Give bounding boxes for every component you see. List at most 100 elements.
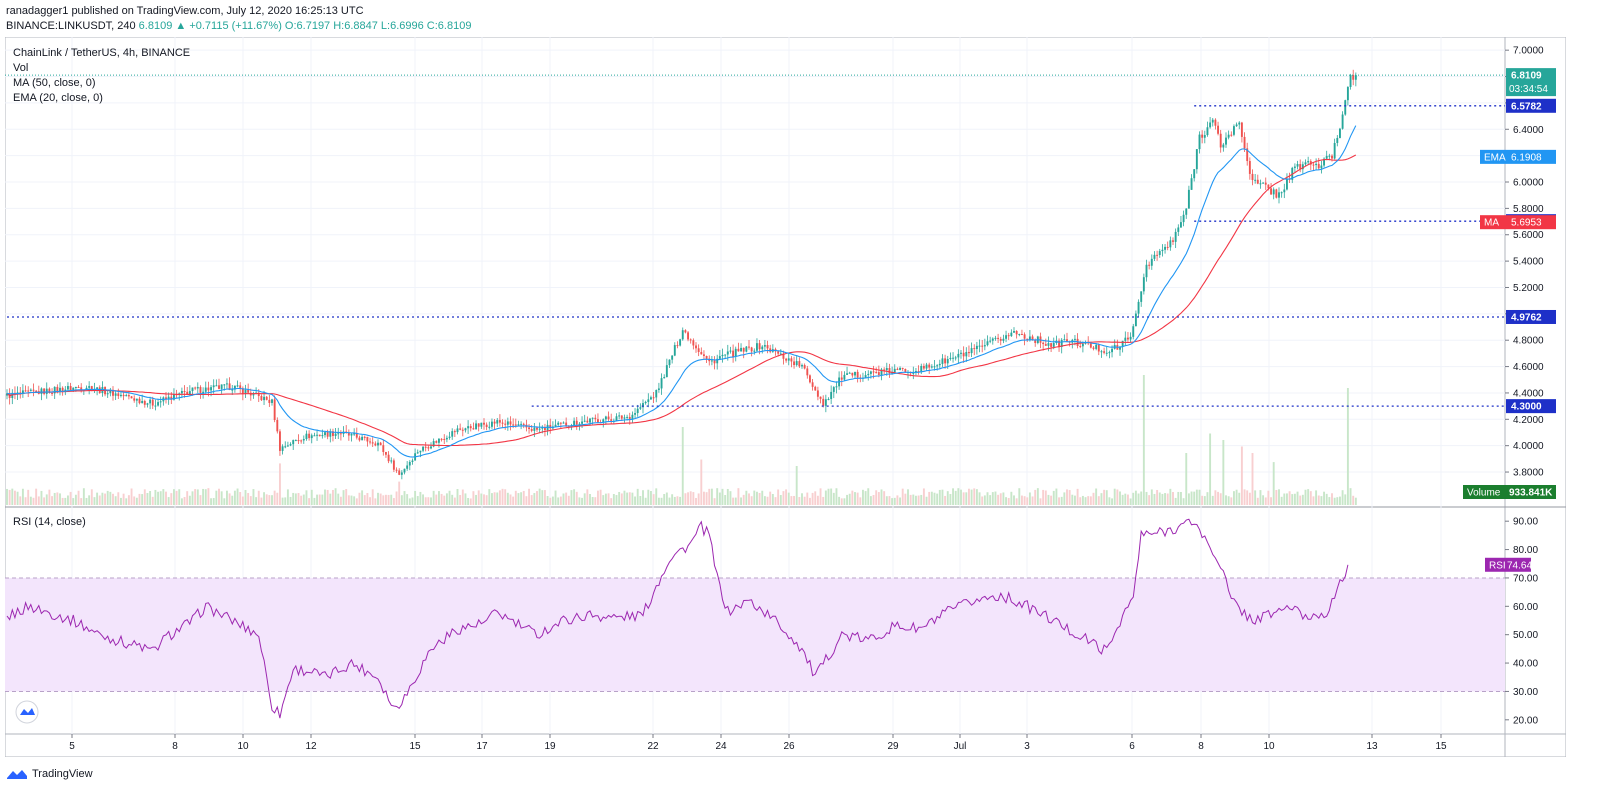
volume-bar xyxy=(440,493,443,505)
volume-bar xyxy=(72,498,75,505)
volume-bar xyxy=(302,494,305,505)
volume-bar xyxy=(37,496,40,505)
candle xyxy=(218,385,220,389)
candle xyxy=(1248,161,1251,174)
candle xyxy=(777,351,780,354)
volume-bar xyxy=(1076,488,1079,505)
candle xyxy=(1060,339,1063,348)
volume-bar xyxy=(157,491,159,505)
tradingview-logo-icon[interactable] xyxy=(6,768,28,780)
candle xyxy=(888,367,891,374)
volume-bar xyxy=(1206,492,1209,505)
candle xyxy=(1081,343,1084,347)
candle xyxy=(165,397,167,399)
candle xyxy=(689,339,692,341)
volume-bar xyxy=(191,491,194,505)
candle xyxy=(1354,75,1357,80)
price-chart[interactable]: 5 8 10 12 15 17 19 22 24 26 29 Jul 3 6 8 10 13 15 7.0000 6.… xyxy=(4,36,1567,758)
candle xyxy=(1195,149,1198,170)
volume-bar xyxy=(48,489,51,505)
volume-bar xyxy=(785,489,788,505)
candle xyxy=(1021,334,1023,336)
candle xyxy=(43,388,46,394)
candle xyxy=(77,386,80,388)
candle xyxy=(822,398,825,406)
volume-bar xyxy=(485,495,488,505)
volume-bar xyxy=(138,493,141,505)
candle xyxy=(872,371,875,373)
volume-bar xyxy=(175,490,178,505)
candle xyxy=(247,389,250,393)
candle xyxy=(1095,344,1098,349)
candle xyxy=(732,350,735,357)
volume-bar xyxy=(19,496,22,505)
rsi-tick-label: 90.00 xyxy=(1513,517,1538,528)
candle xyxy=(681,330,684,340)
volume-bar xyxy=(679,496,682,505)
volume-bar xyxy=(6,488,8,505)
volume-bar xyxy=(64,497,67,505)
candle xyxy=(763,345,766,347)
volume-bar xyxy=(329,493,332,505)
volume-bar xyxy=(1113,488,1116,505)
tradingview-brand[interactable]: TradingView xyxy=(32,768,93,780)
volume-bar xyxy=(978,492,981,505)
candle xyxy=(509,421,512,425)
volume-badge-value: 933.841K xyxy=(1509,488,1553,499)
volume-bar xyxy=(703,491,705,505)
volume-bar xyxy=(1211,495,1214,505)
candle xyxy=(1172,240,1174,242)
volume-bar xyxy=(165,491,167,505)
candle xyxy=(21,390,24,394)
volume-bar xyxy=(657,497,660,505)
legend-title: ChainLink / TetherUS, 4h, BINANCE xyxy=(13,47,190,59)
candle xyxy=(284,446,287,448)
volume-bar xyxy=(93,497,96,505)
rsi-tick-label: 50.00 xyxy=(1513,630,1538,641)
candle xyxy=(975,345,978,350)
volume-bar xyxy=(324,489,326,505)
time-tick-label-8: 8 xyxy=(172,741,178,752)
candle xyxy=(228,383,231,390)
candle xyxy=(276,420,279,432)
volume-bar xyxy=(1047,494,1050,505)
candle xyxy=(522,423,525,425)
time-tick-label-10: 10 xyxy=(237,741,249,752)
volume-bar xyxy=(252,489,255,505)
volume-bar xyxy=(403,491,406,505)
rsi-tick-label: 70.00 xyxy=(1513,573,1538,584)
candle xyxy=(498,420,501,423)
candle xyxy=(983,345,986,347)
volume-bar xyxy=(544,490,546,505)
candle xyxy=(989,340,992,342)
price-tick-label: 4.2000 xyxy=(1513,415,1544,426)
candle xyxy=(485,424,488,428)
volume-bar xyxy=(27,489,30,505)
candle xyxy=(1307,161,1310,163)
candle xyxy=(472,428,475,430)
volume-bar xyxy=(748,493,750,505)
candle xyxy=(650,397,652,400)
candle xyxy=(753,350,756,352)
candle xyxy=(392,460,395,470)
volume-bar xyxy=(1124,493,1127,505)
volume-bar xyxy=(212,498,215,505)
chart-frame[interactable]: 5 8 10 12 15 17 19 22 24 26 29 Jul 3 6 8 10 13 15 7.0000 6.… xyxy=(4,36,1567,758)
volume-bar xyxy=(167,497,170,505)
volume-bar xyxy=(1116,489,1119,505)
candle xyxy=(1336,137,1339,143)
volume-bar xyxy=(758,492,761,505)
volume-bar xyxy=(970,489,973,505)
candle xyxy=(639,407,642,409)
candle xyxy=(186,391,189,395)
price-tick-label: 6.0000 xyxy=(1513,178,1544,189)
volume-bar xyxy=(477,490,480,505)
volume-bar xyxy=(716,488,719,505)
candle xyxy=(1145,264,1148,278)
candle xyxy=(920,365,923,373)
volume-bar xyxy=(819,488,822,505)
volume-bar xyxy=(1296,491,1299,505)
volume-bar xyxy=(567,495,570,505)
volume-bar xyxy=(745,490,748,505)
candle xyxy=(387,454,390,462)
